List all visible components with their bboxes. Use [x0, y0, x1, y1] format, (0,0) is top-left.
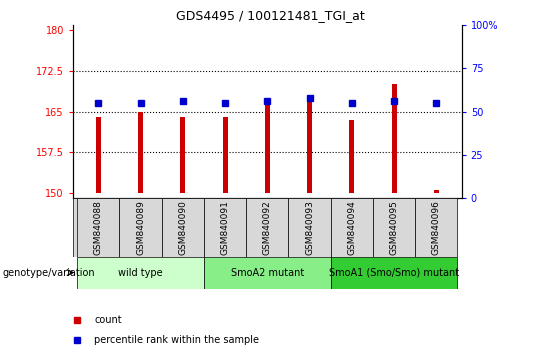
Bar: [349, 120, 354, 193]
Bar: [222, 117, 227, 193]
Text: SmoA1 (Smo/Smo) mutant: SmoA1 (Smo/Smo) mutant: [329, 268, 459, 278]
Bar: [138, 112, 143, 193]
Text: GSM840090: GSM840090: [178, 200, 187, 255]
Text: GSM840089: GSM840089: [136, 200, 145, 255]
Text: GSM840096: GSM840096: [432, 200, 441, 255]
Text: genotype/variation: genotype/variation: [3, 268, 96, 278]
Text: GSM840091: GSM840091: [220, 200, 230, 255]
Text: GSM840092: GSM840092: [263, 200, 272, 255]
Bar: [415, 198, 457, 257]
Text: SmoA2 mutant: SmoA2 mutant: [231, 268, 304, 278]
Bar: [392, 84, 396, 193]
Bar: [77, 257, 204, 289]
Bar: [434, 190, 439, 193]
Text: wild type: wild type: [118, 268, 163, 278]
Bar: [77, 198, 119, 257]
Bar: [307, 101, 312, 193]
Bar: [96, 117, 101, 193]
Bar: [288, 198, 330, 257]
Bar: [246, 198, 288, 257]
Text: GSM840093: GSM840093: [305, 200, 314, 255]
Text: GSM840094: GSM840094: [347, 200, 356, 255]
Text: count: count: [94, 315, 122, 325]
Bar: [373, 198, 415, 257]
Text: GSM840088: GSM840088: [94, 200, 103, 255]
Text: percentile rank within the sample: percentile rank within the sample: [94, 335, 259, 345]
Text: GSM840095: GSM840095: [389, 200, 399, 255]
Bar: [330, 257, 457, 289]
Bar: [161, 198, 204, 257]
Bar: [265, 103, 270, 193]
Bar: [204, 257, 330, 289]
Bar: [180, 117, 185, 193]
Bar: [119, 198, 161, 257]
Bar: [204, 198, 246, 257]
Bar: [330, 198, 373, 257]
Text: GDS4495 / 100121481_TGI_at: GDS4495 / 100121481_TGI_at: [176, 9, 364, 22]
